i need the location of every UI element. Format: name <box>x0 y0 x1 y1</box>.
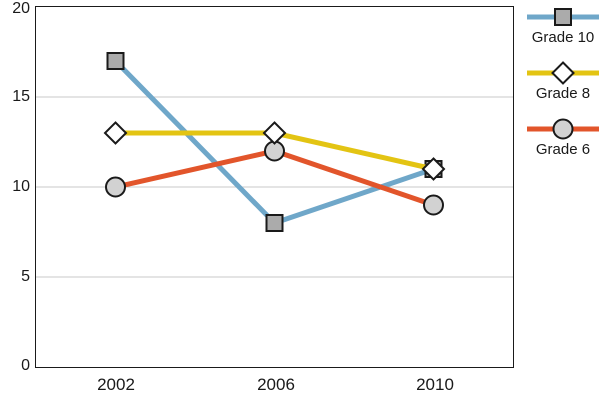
legend-item-grade-8: Grade 8 <box>526 61 600 103</box>
plot-area <box>35 6 514 368</box>
legend-label: Grade 10 <box>531 29 595 46</box>
y-axis-tick-label: 10 <box>12 178 30 195</box>
y-axis-tick-label: 15 <box>12 88 30 105</box>
legend-swatch-grade-8 <box>527 61 599 85</box>
legend: Grade 10 Grade 8 Grade 6 <box>526 5 600 159</box>
x-axis-tick-label: 2002 <box>97 375 135 394</box>
legend-item-grade-10: Grade 10 <box>526 5 600 47</box>
y-axis-tick-label: 5 <box>21 268 30 285</box>
y-axis-tick-label: 0 <box>21 357 30 374</box>
legend-label: Grade 8 <box>535 85 591 102</box>
legend-item-grade-6: Grade 6 <box>526 117 600 159</box>
x-axis-tick-label: 2010 <box>416 375 454 394</box>
legend-label: Grade 6 <box>535 141 591 158</box>
plot-svg <box>36 52 513 278</box>
x-axis-tick-label: 2006 <box>257 375 295 394</box>
legend-swatch-grade-10 <box>527 8 599 26</box>
y-axis-tick-label: 20 <box>12 0 30 17</box>
legend-swatch-grade-6 <box>527 118 599 140</box>
